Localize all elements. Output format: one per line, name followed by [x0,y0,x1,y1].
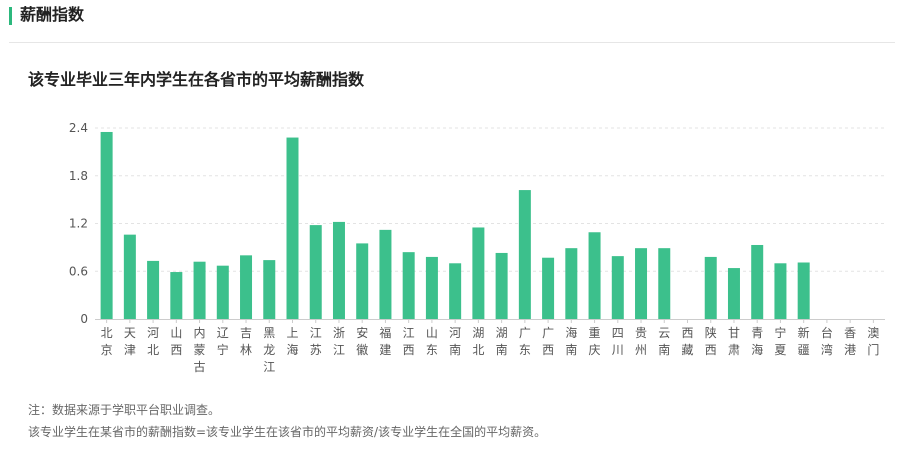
bar [379,229,392,319]
x-tick-label: 吉林 [240,326,252,357]
bar [727,268,740,319]
x-tick-label: 山西 [170,326,182,357]
x-tick-label: 河北 [147,326,159,357]
bar [797,262,810,319]
section-title: 薪酬指数 [20,5,85,24]
x-tick-label: 江苏 [310,326,322,357]
x-tick-label: 广西 [542,326,554,357]
bar [309,225,322,319]
bar [658,248,671,319]
bar [774,263,787,319]
x-tick-label: 澳门 [867,326,879,357]
x-tick-label: 湖北 [472,325,484,357]
source-note: 注：数据来源于学职平台职业调查。 [28,403,221,417]
bar [751,244,764,319]
bar [170,272,183,319]
bar [472,227,485,319]
section-accent-bar [9,7,12,25]
bar [542,257,555,319]
bar [263,260,276,319]
x-tick-label: 西藏 [681,326,693,357]
bar [611,256,624,319]
x-tick-label: 黑龙江 [263,326,275,374]
bar [449,263,462,319]
bar [332,221,345,319]
bar [286,137,299,319]
salary-index-bar-chart: 0 0.6 1.2 1.8 2.4 北京天津河北山西内蒙古辽宁吉林黑龙江上海江苏浙江安徽福… [69,121,885,374]
bar [402,252,415,319]
y-tick-label: 1.2 [69,217,88,231]
x-tick-label: 江西 [403,326,415,357]
x-tick-label: 甘肃 [728,326,740,357]
y-tick-label: 1.8 [69,169,88,183]
x-tick-label: 福建 [379,325,391,357]
bar [704,256,717,319]
section-header: 薪酬指数 [0,0,899,40]
bar [123,234,136,319]
x-tick-label: 广东 [519,326,531,357]
bar [216,265,229,319]
x-tick-label: 青海 [751,326,763,357]
x-tick-label: 香港 [844,326,856,357]
bar [240,255,253,319]
y-tick-label: 0 [80,312,88,326]
x-tick-label: 贵州 [635,326,647,357]
x-tick-label: 海南 [565,325,577,357]
x-tick-label: 山东 [426,326,438,357]
x-tick-label: 安徽 [356,325,368,357]
x-tick-label: 重庆 [589,326,601,357]
bar [147,260,160,319]
bar [518,190,531,319]
x-tick-label: 浙江 [333,326,345,357]
chart-title: 该专业毕业三年内学生在各省市的平均薪酬指数 [28,70,365,89]
x-tick-label: 云南 [658,326,670,357]
x-tick-label: 内蒙古 [194,326,206,374]
x-tick-label: 台湾 [821,325,833,357]
bar [356,243,369,319]
bar [588,232,601,319]
y-tick-label: 2.4 [69,121,88,135]
x-tick-label: 湖南 [496,325,508,357]
bar [425,256,438,319]
x-tick-label: 上海 [286,326,298,357]
bar [193,261,206,319]
formula-note: 该专业学生在某省市的薪酬指数=该专业学生在该省市的平均薪资/该专业学生在全国的平… [28,425,547,439]
bar [565,248,578,319]
x-tick-label: 河南 [449,326,461,357]
x-tick-label: 陕西 [705,325,717,357]
bar [635,248,648,319]
y-tick-label: 0.6 [69,264,88,278]
bar [100,131,113,319]
x-tick-label: 宁夏 [774,325,786,357]
x-tick-label: 四川 [612,326,624,357]
x-tick-label: 辽宁 [217,326,229,357]
x-tick-label: 北京 [101,326,113,357]
x-tick-label: 天津 [124,326,136,357]
bar [495,252,508,319]
divider [9,42,895,43]
chart-notes: 注：数据来源于学职平台职业调查。 该专业学生在某省市的薪酬指数=该专业学生在该省… [28,399,546,443]
x-tick-label: 新疆 [798,325,810,357]
